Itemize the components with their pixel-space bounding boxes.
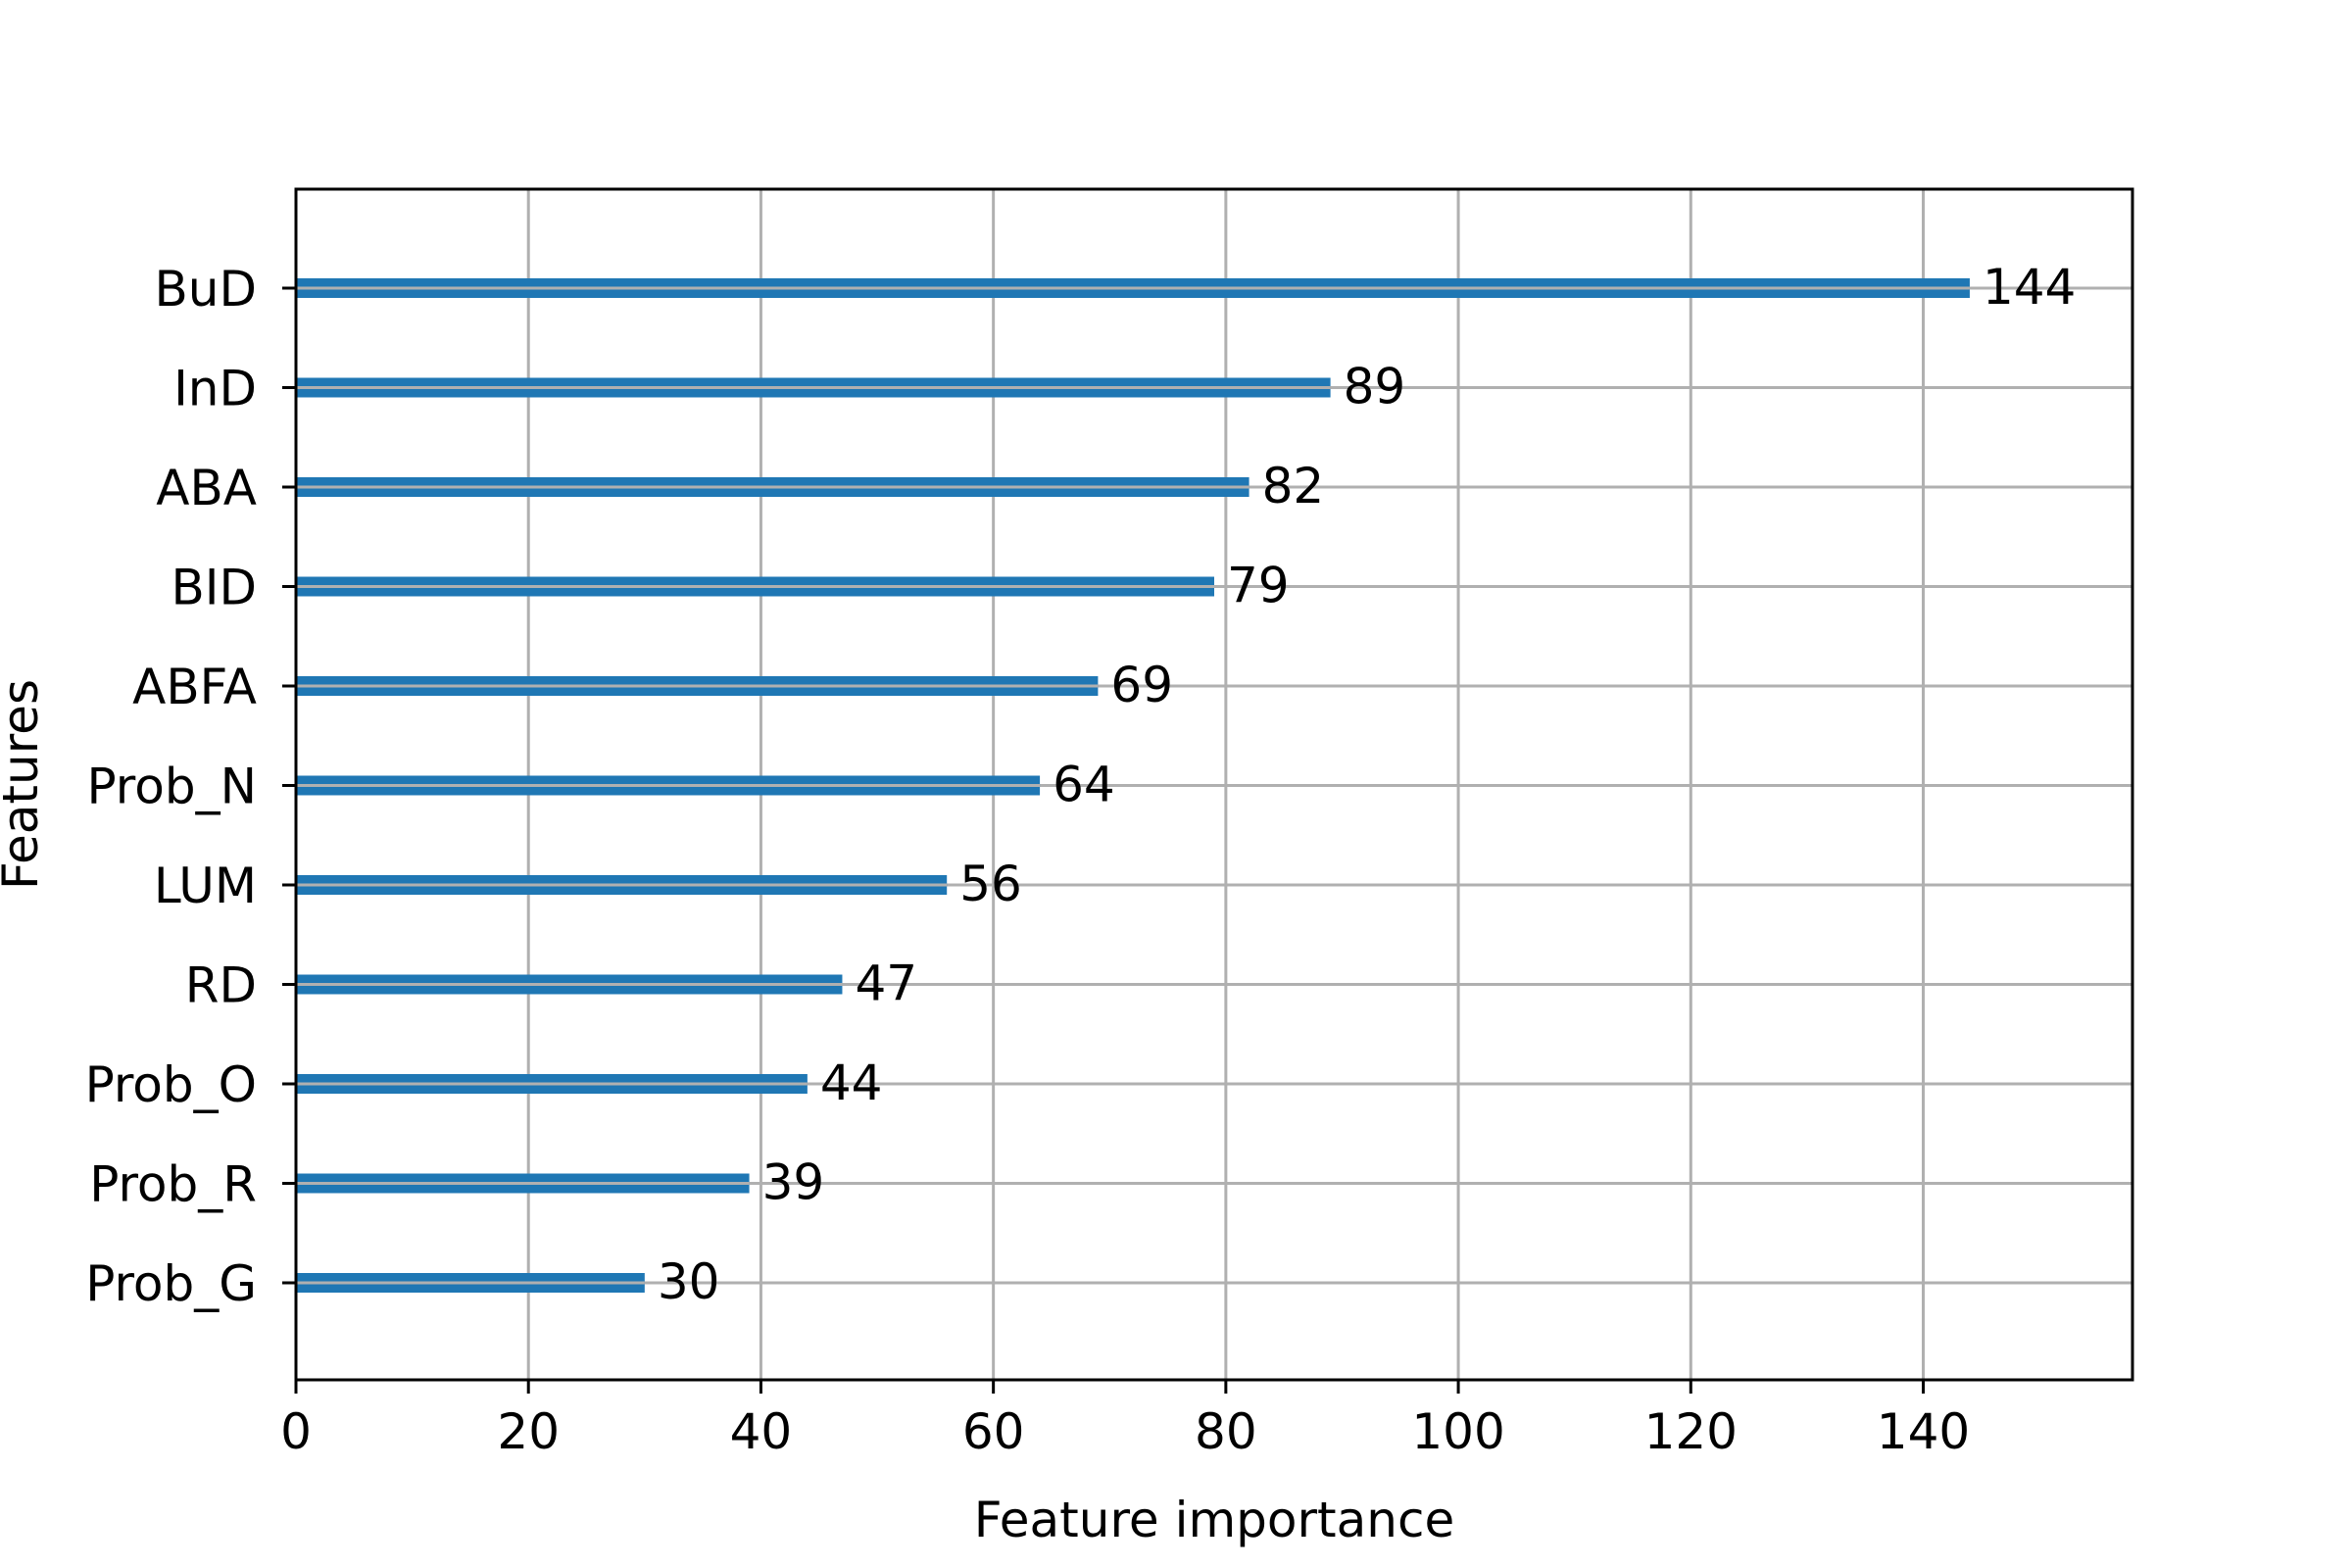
data-label: 69 [1110,657,1173,713]
bars [296,278,1970,1293]
data-label: 30 [658,1253,720,1310]
y-tick-label: Prob_N [87,759,257,815]
data-label: 144 [1983,259,2076,316]
x-tick-label: 140 [1877,1403,1970,1460]
y-tick-label: BID [171,560,257,616]
data-label: 89 [1344,359,1406,416]
x-tick-label: 120 [1644,1403,1738,1460]
y-tick-label: Prob_O [85,1056,257,1113]
axis-ticks [282,286,1926,1394]
data-label: 47 [855,956,917,1012]
x-tick-label: 20 [497,1403,560,1460]
y-axis-label: Features [0,679,49,890]
data-label: 64 [1053,757,1115,813]
x-tick-label: 100 [1411,1403,1504,1460]
x-tick-label: 80 [1195,1403,1257,1460]
y-tick-label: Prob_R [89,1156,257,1213]
data-label: 82 [1262,458,1325,514]
y-tick-label: ABFA [132,659,257,715]
labels: 0 20 40 60 80 100 120 140 BuD 144 InD 89 ABA 82 BID 79 A… [85,259,2077,1460]
data-label: 56 [959,856,1022,912]
y-tick-label: InD [173,361,257,417]
x-axis-label: Feature importance [974,1492,1455,1548]
data-label: 79 [1227,558,1290,614]
y-tick-label: ABA [156,460,257,516]
y-tick-label: RD [185,957,257,1014]
y-tick-label: Prob_G [85,1255,257,1312]
data-label: 39 [762,1154,825,1211]
data-label: 44 [820,1054,883,1111]
y-tick-label: BuD [155,261,258,318]
x-tick-label: 60 [962,1403,1025,1460]
x-tick-label: 0 [280,1403,312,1460]
x-tick-label: 40 [730,1403,793,1460]
y-tick-label: LUM [154,858,257,914]
